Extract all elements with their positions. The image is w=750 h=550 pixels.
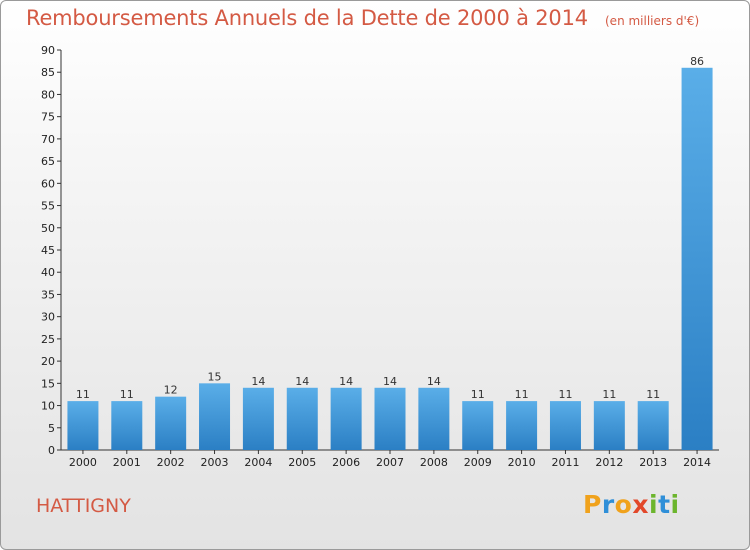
chart-title: Remboursements Annuels de la Dette de 20… [26, 6, 699, 30]
y-tick-label: 40 [41, 266, 55, 279]
x-tick-label-2002: 2002 [157, 456, 185, 469]
x-tick-label-2006: 2006 [332, 456, 360, 469]
y-tick-label: 5 [48, 422, 55, 435]
commune-name: HATTIGNY [36, 495, 131, 517]
x-tick-label-2012: 2012 [595, 456, 623, 469]
y-tick-label: 35 [41, 288, 55, 301]
bar-2011 [549, 401, 581, 450]
x-tick-label-2014: 2014 [683, 456, 711, 469]
y-tick-label: 30 [41, 311, 55, 324]
data-label-2011: 11 [558, 388, 572, 401]
data-label-2002: 12 [164, 384, 178, 397]
chart-title-text: Remboursements Annuels de la Dette de 20… [26, 6, 588, 30]
x-tick-label-2009: 2009 [464, 456, 492, 469]
bar-2007 [374, 387, 406, 450]
data-label-2014: 86 [690, 55, 704, 68]
data-label-2008: 14 [427, 375, 441, 388]
y-tick-label: 20 [41, 355, 55, 368]
bar-2009 [462, 401, 494, 450]
bar-2008 [418, 387, 450, 450]
bar-2001 [111, 401, 143, 450]
y-tick-label: 45 [41, 244, 55, 257]
x-tick-label-2007: 2007 [376, 456, 404, 469]
y-tick-label: 0 [48, 444, 55, 457]
data-label-2013: 11 [646, 388, 660, 401]
bar-2012 [593, 401, 625, 450]
data-label-2003: 15 [208, 370, 222, 383]
y-tick-label: 80 [41, 88, 55, 101]
y-tick-label: 65 [41, 155, 55, 168]
bar-2013 [637, 401, 669, 450]
bar-2003 [199, 383, 231, 450]
bar-2014 [681, 67, 713, 451]
data-label-2007: 14 [383, 375, 397, 388]
x-tick-label-2000: 2000 [69, 456, 97, 469]
data-label-2010: 11 [515, 388, 529, 401]
x-tick-label-2001: 2001 [113, 456, 141, 469]
x-tick-label-2005: 2005 [288, 456, 316, 469]
data-label-2004: 14 [251, 375, 265, 388]
x-tick-label-2010: 2010 [508, 456, 536, 469]
chart-unit-text: (en milliers d'€) [605, 14, 700, 28]
y-tick-label: 70 [41, 133, 55, 146]
bar-2004 [242, 387, 274, 450]
y-tick-label: 25 [41, 333, 55, 346]
y-tick-label: 90 [41, 44, 55, 57]
data-label-2009: 11 [471, 388, 485, 401]
y-tick-label: 50 [41, 222, 55, 235]
bar-2010 [506, 401, 538, 450]
x-tick-label-2013: 2013 [639, 456, 667, 469]
x-tick-label-2003: 2003 [201, 456, 229, 469]
bar-2006 [330, 387, 362, 450]
y-tick-label: 75 [41, 111, 55, 124]
bar-2005 [286, 387, 318, 450]
bar-2002 [155, 396, 187, 450]
data-label-2005: 14 [295, 375, 309, 388]
data-label-2006: 14 [339, 375, 353, 388]
y-tick-label: 10 [41, 400, 55, 413]
y-tick-label: 85 [41, 66, 55, 79]
proxiti-logo: Proxiti [583, 490, 680, 519]
y-tick-label: 60 [41, 177, 55, 190]
y-tick-label: 15 [41, 377, 55, 390]
x-tick-label-2004: 2004 [244, 456, 272, 469]
data-label-2000: 11 [76, 388, 90, 401]
data-label-2001: 11 [120, 388, 134, 401]
x-tick-label-2011: 2011 [551, 456, 579, 469]
y-tick-label: 55 [41, 200, 55, 213]
bar-2000 [67, 401, 99, 450]
data-label-2012: 11 [602, 388, 616, 401]
x-tick-label-2008: 2008 [420, 456, 448, 469]
